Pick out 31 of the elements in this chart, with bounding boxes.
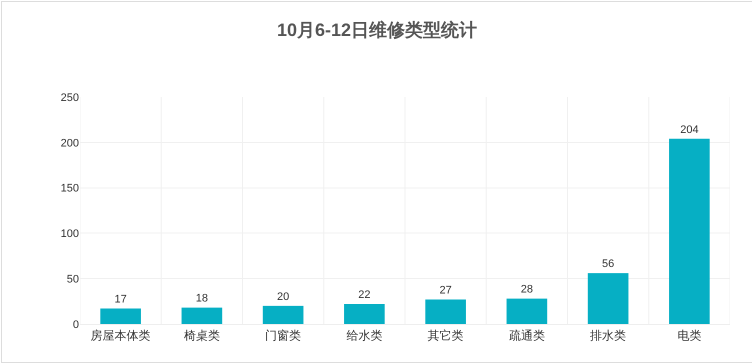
x-tick-label: 房屋本体类 (90, 328, 151, 342)
bar (182, 308, 222, 324)
x-tick-label: 其它类 (428, 328, 464, 342)
chart-title: 10月6-12日维修类型统计 (276, 20, 478, 40)
data-label: 56 (602, 258, 614, 270)
x-tick-label: 电类 (677, 328, 702, 342)
y-tick-label: 200 (60, 137, 79, 150)
bar (588, 273, 628, 324)
bar (100, 308, 141, 324)
data-label: 17 (114, 294, 127, 306)
bar (669, 138, 710, 324)
y-tick-label: 50 (66, 273, 79, 286)
bar (425, 299, 466, 324)
x-tick-label: 椅桌类 (184, 328, 220, 342)
bar (262, 306, 304, 324)
x-tick-label: 排水类 (590, 328, 626, 342)
y-tick-label: 150 (60, 182, 79, 195)
y-tick-label: 250 (60, 92, 79, 104)
bar (506, 298, 548, 324)
data-label: 27 (440, 284, 452, 296)
data-label: 18 (196, 292, 208, 305)
data-label: 28 (520, 284, 533, 296)
x-tick-label: 给水类 (346, 328, 382, 342)
data-label: 204 (680, 124, 699, 136)
x-tick-label: 疏通类 (508, 328, 545, 342)
x-tick-label: 门窗类 (265, 328, 302, 342)
data-label: 20 (277, 290, 290, 303)
bar (344, 304, 385, 324)
data-label: 22 (358, 289, 370, 302)
y-tick-label: 100 (60, 228, 79, 240)
y-tick-label: 0 (72, 318, 79, 331)
